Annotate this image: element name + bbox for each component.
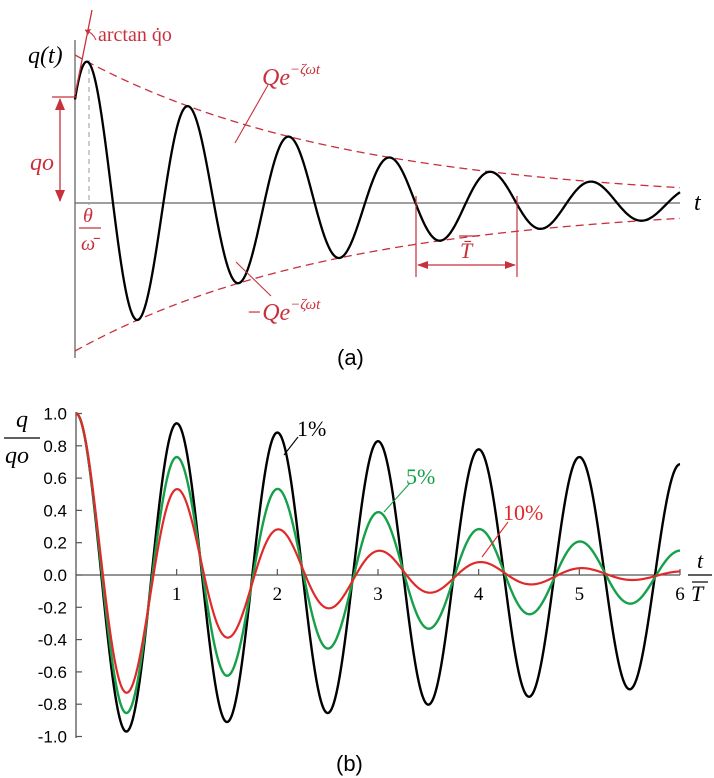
phase-numerator: θ <box>83 205 93 227</box>
y-tick-label: 0.2 <box>43 534 67 553</box>
lower-envelope-exponent: −ζωt <box>290 297 321 313</box>
q0-label: qo <box>30 150 54 176</box>
x-tick-label: 3 <box>373 584 383 605</box>
label-1pct: 1% <box>297 416 326 441</box>
period-arrow-left <box>417 261 428 269</box>
label-5pct-leader <box>383 482 411 513</box>
upper-envelope-leader <box>234 84 269 144</box>
response-curve <box>73 60 681 322</box>
slope-label: arctan q̇o <box>98 24 172 46</box>
panel-a: arctan q̇o q(t) t qo θ ω̄ T̄ Qe−ζωt −Qe−… <box>28 9 702 370</box>
phase-denominator: ω̄ <box>81 233 100 255</box>
q0-arrow-down <box>55 190 65 202</box>
label-10pct: 10% <box>503 500 543 525</box>
series-10pct-line <box>75 412 681 694</box>
upper-envelope-curve <box>74 54 681 189</box>
initial-slope-tangent <box>74 9 93 96</box>
lower-envelope-leader <box>235 261 272 297</box>
y-tick-label: 0.4 <box>43 501 67 520</box>
panel-b-ylabel-num: q <box>16 407 28 433</box>
y-tick-label: -0.8 <box>38 695 67 714</box>
x-tick-group: 1 2 3 4 5 6 <box>172 569 685 605</box>
label-10pct-leader <box>481 521 509 558</box>
y-tick-label: 0.6 <box>43 469 67 488</box>
upper-envelope-label: Qe−ζωt <box>262 62 321 91</box>
panel-b: 1.0 0.8 0.6 0.4 0.2 0.0 -0.2 -0.4 -0.6 -0.8 -1.0 1… <box>4 405 712 776</box>
series-1pct-line <box>75 412 681 733</box>
y-tick-label: -0.2 <box>38 598 67 617</box>
x-tick-label: 1 <box>172 584 182 605</box>
panel-b-ylabel-den: qo <box>5 443 29 469</box>
q0-arrow-up <box>55 98 65 110</box>
panel-a-caption: (a) <box>337 345 364 370</box>
panel-a-xlabel: t <box>694 190 702 216</box>
period-arrow-right <box>505 261 516 269</box>
label-5pct: 5% <box>406 464 435 489</box>
lower-envelope-curve <box>74 217 681 352</box>
y-tick-label: 1.0 <box>43 405 67 424</box>
x-tick-label: 2 <box>273 584 283 605</box>
y-tick-label: -0.4 <box>38 631 67 650</box>
y-tick-label: -1.0 <box>38 728 67 747</box>
panel-a-ylabel: q(t) <box>28 43 63 69</box>
lower-envelope-label: −Qe−ζωt <box>246 297 321 326</box>
panel-b-caption: (b) <box>336 751 363 776</box>
x-tick-label: 4 <box>474 584 484 605</box>
x-tick-label: 6 <box>675 584 685 605</box>
upper-envelope-exponent: −ζωt <box>290 62 321 78</box>
series-5pct-line <box>75 412 681 715</box>
label-1pct-leader <box>283 436 299 456</box>
y-tick-label: 0.0 <box>43 566 67 585</box>
y-tick-label: -0.6 <box>38 663 67 682</box>
slope-angle-arrowhead <box>85 29 91 35</box>
x-tick-label: 5 <box>575 584 585 605</box>
period-label: T̄ <box>460 238 474 263</box>
panel-b-xlabel-num: t <box>697 548 704 573</box>
y-tick-label: 0.8 <box>43 437 67 456</box>
upper-envelope-base: Qe <box>262 65 290 91</box>
y-tick-group: 1.0 0.8 0.6 0.4 0.2 0.0 -0.2 -0.4 -0.6 -0.8 -1.0 <box>38 405 82 747</box>
panel-b-xlabel-den: T <box>691 581 705 606</box>
lower-envelope-base: −Qe <box>246 300 291 326</box>
